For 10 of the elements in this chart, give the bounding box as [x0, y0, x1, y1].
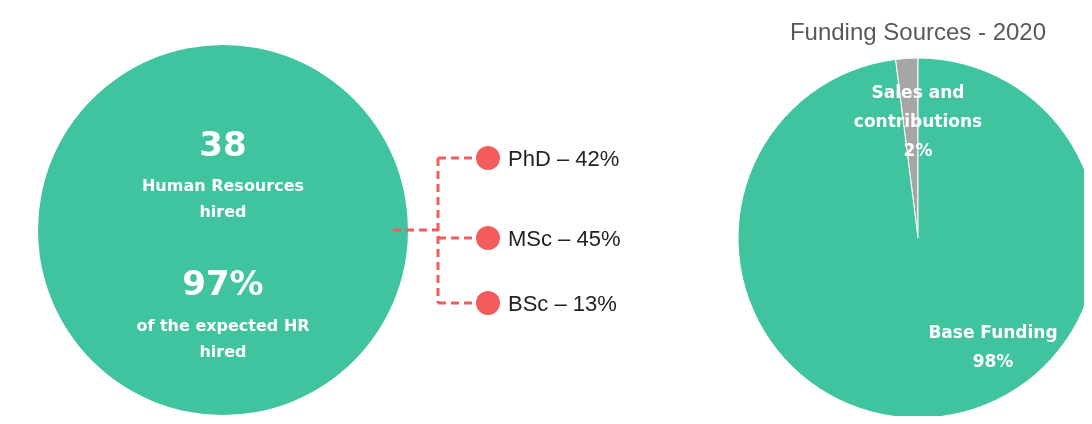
text: of the expected HR hired — [136, 316, 310, 361]
text: Human Resources hired — [141, 176, 305, 221]
text: BSc – 13% — [508, 291, 617, 316]
data-label: 98% — [972, 351, 1014, 371]
chart-title: Funding Sources - 2020 — [789, 18, 1047, 45]
text: MSc – 45% — [508, 226, 621, 251]
slice-label: Base Funding — [928, 322, 1058, 342]
text: 97% — [182, 263, 264, 303]
text: PhD – 42% — [508, 146, 620, 171]
text: 38 — [199, 124, 247, 164]
